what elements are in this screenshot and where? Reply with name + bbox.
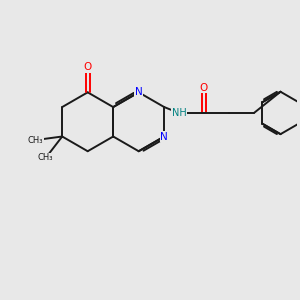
Text: N: N — [135, 87, 142, 97]
Text: CH₃: CH₃ — [28, 136, 43, 145]
Text: CH₃: CH₃ — [38, 153, 53, 162]
Text: O: O — [84, 62, 92, 72]
Text: NH: NH — [172, 108, 186, 118]
Text: O: O — [200, 83, 208, 93]
Text: N: N — [160, 131, 168, 142]
